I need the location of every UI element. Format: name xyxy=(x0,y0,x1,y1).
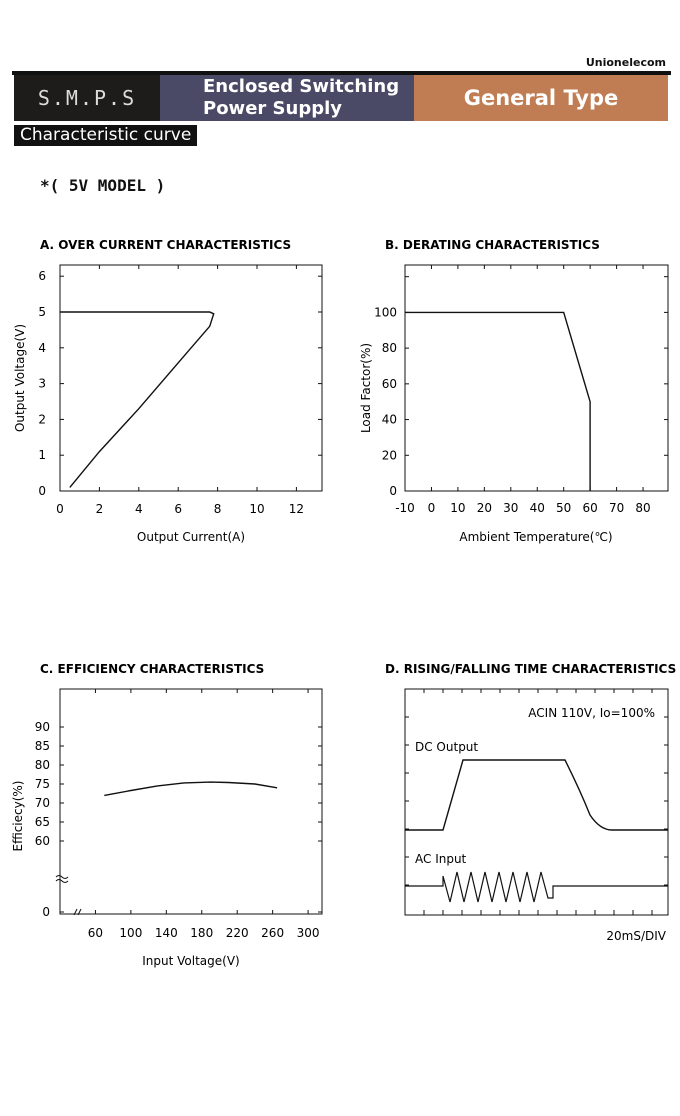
chart-c-xlabel: Input Voltage(V) xyxy=(142,954,239,968)
chart-c-ytick-label: 75 xyxy=(35,777,50,791)
chart-b-xtick-label: 80 xyxy=(635,501,650,515)
chart-a-xtick-label: 2 xyxy=(96,502,104,516)
chart-c-ybreak-mark xyxy=(55,879,69,883)
model-label: *( 5V MODEL ) xyxy=(40,176,166,195)
chart-c-xtick-label: 60 xyxy=(88,926,103,940)
chart-a-ylabel: Output Voltage(V) xyxy=(13,324,27,432)
chart-c-xtick-label: 100 xyxy=(119,926,142,940)
chart-c-ytick-label: 60 xyxy=(35,834,50,848)
chart-c-title: C. EFFICIENCY CHARACTERISTICS xyxy=(40,662,264,676)
chart-b-ytick-label: 20 xyxy=(382,448,397,462)
chart-a-ytick-label: 3 xyxy=(38,377,46,391)
chart-c-xtick-label: 260 xyxy=(261,926,284,940)
chart-a-ytick-label: 4 xyxy=(38,341,46,355)
chart-b-xtick-label: 50 xyxy=(556,501,571,515)
chart-b-xtick-label: -10 xyxy=(395,501,415,515)
chart-c-frame xyxy=(59,688,323,915)
chart-a-frame xyxy=(59,264,323,492)
chart-a-ytick-label: 6 xyxy=(38,269,46,283)
chart-c-ytick-label: 0 xyxy=(42,905,50,919)
chart-a-title: A. OVER CURRENT CHARACTERISTICS xyxy=(40,238,291,252)
chart-b-title: B. DERATING CHARACTERISTICS xyxy=(385,238,600,252)
header-rule xyxy=(12,71,671,75)
chart-a-xtick-label: 12 xyxy=(289,502,304,516)
chart-b-ytick-label: 40 xyxy=(382,413,397,427)
chart-a-xtick-label: 4 xyxy=(135,502,143,516)
chart-c-xtick-label: 180 xyxy=(190,926,213,940)
chart-b-xtick-label: 40 xyxy=(530,501,545,515)
chart-c-ytick-label: 80 xyxy=(35,758,50,772)
chart-c-series-line xyxy=(104,781,278,797)
chart-c-ytick-label: 85 xyxy=(35,739,50,753)
chart-b-xtick-label: 0 xyxy=(428,501,436,515)
chart-a-xlabel: Output Current(A) xyxy=(137,530,245,544)
header-enclosed: Enclosed Switching Power Supply xyxy=(160,75,414,121)
chart-c-xtick-label: 300 xyxy=(297,926,320,940)
chart-d-condition: ACIN 110V, Io=100% xyxy=(528,706,655,720)
header-enclosed-line1: Enclosed Switching xyxy=(203,76,400,97)
chart-d-ac-input-line xyxy=(405,871,668,903)
brand-name: Unionelecom xyxy=(585,56,666,69)
chart-a-xtick-label: 0 xyxy=(56,502,64,516)
chart-a-xtick-label: 8 xyxy=(214,502,222,516)
chart-c-ytick-label: 65 xyxy=(35,815,50,829)
chart-c-ytick-label: 90 xyxy=(35,720,50,734)
chart-b-ytick-label: 100 xyxy=(374,305,397,319)
section-subtitle: Characteristic curve xyxy=(14,125,198,146)
header-type: General Type xyxy=(414,75,668,121)
chart-a-ytick-label: 2 xyxy=(38,412,46,426)
chart-b-xlabel: Ambient Temperature(℃) xyxy=(459,530,612,544)
chart-b-frame xyxy=(404,264,669,492)
chart-b-xtick-label: 10 xyxy=(450,501,465,515)
chart-d-series-label-ac: AC Input xyxy=(415,852,467,866)
chart-b-series-line xyxy=(405,311,591,491)
chart-d-title: D. RISING/FALLING TIME CHARACTERISTICS xyxy=(385,662,676,676)
chart-a-ytick-label: 5 xyxy=(38,305,46,319)
header-enclosed-line2: Power Supply xyxy=(203,98,342,119)
chart-b-xtick-label: 20 xyxy=(477,501,492,515)
chart-c-xbreak-mark xyxy=(73,908,82,916)
chart-c-ylabel: Efficiecy(%) xyxy=(11,781,25,852)
chart-c-xtick-label: 220 xyxy=(226,926,249,940)
chart-b-ytick-label: 0 xyxy=(389,484,397,498)
chart-b-xtick-label: 60 xyxy=(583,501,598,515)
chart-a-xtick-label: 6 xyxy=(174,502,182,516)
chart-d-series-label-dc: DC Output xyxy=(415,740,478,754)
chart-a-series-line xyxy=(60,311,215,488)
chart-d-dc-output-line xyxy=(405,759,668,831)
chart-c-ybreak-mark xyxy=(55,875,69,879)
chart-c-ytick-label: 70 xyxy=(35,796,50,810)
chart-b-ytick-label: 60 xyxy=(382,377,397,391)
chart-b-ytick-label: 80 xyxy=(382,341,397,355)
header-smps: S.M.P.S xyxy=(14,75,160,121)
chart-a-ytick-label: 1 xyxy=(38,448,46,462)
chart-a-xtick-label: 10 xyxy=(249,502,264,516)
chart-b-ylabel: Load Factor(%) xyxy=(359,343,373,433)
chart-c-xtick-label: 140 xyxy=(155,926,178,940)
chart-b-xtick-label: 70 xyxy=(609,501,624,515)
chart-b-xtick-label: 30 xyxy=(503,501,518,515)
chart-d-time-scale: 20mS/DIV xyxy=(606,929,666,943)
chart-d-frame xyxy=(404,688,669,916)
chart-a-ytick-label: 0 xyxy=(38,484,46,498)
